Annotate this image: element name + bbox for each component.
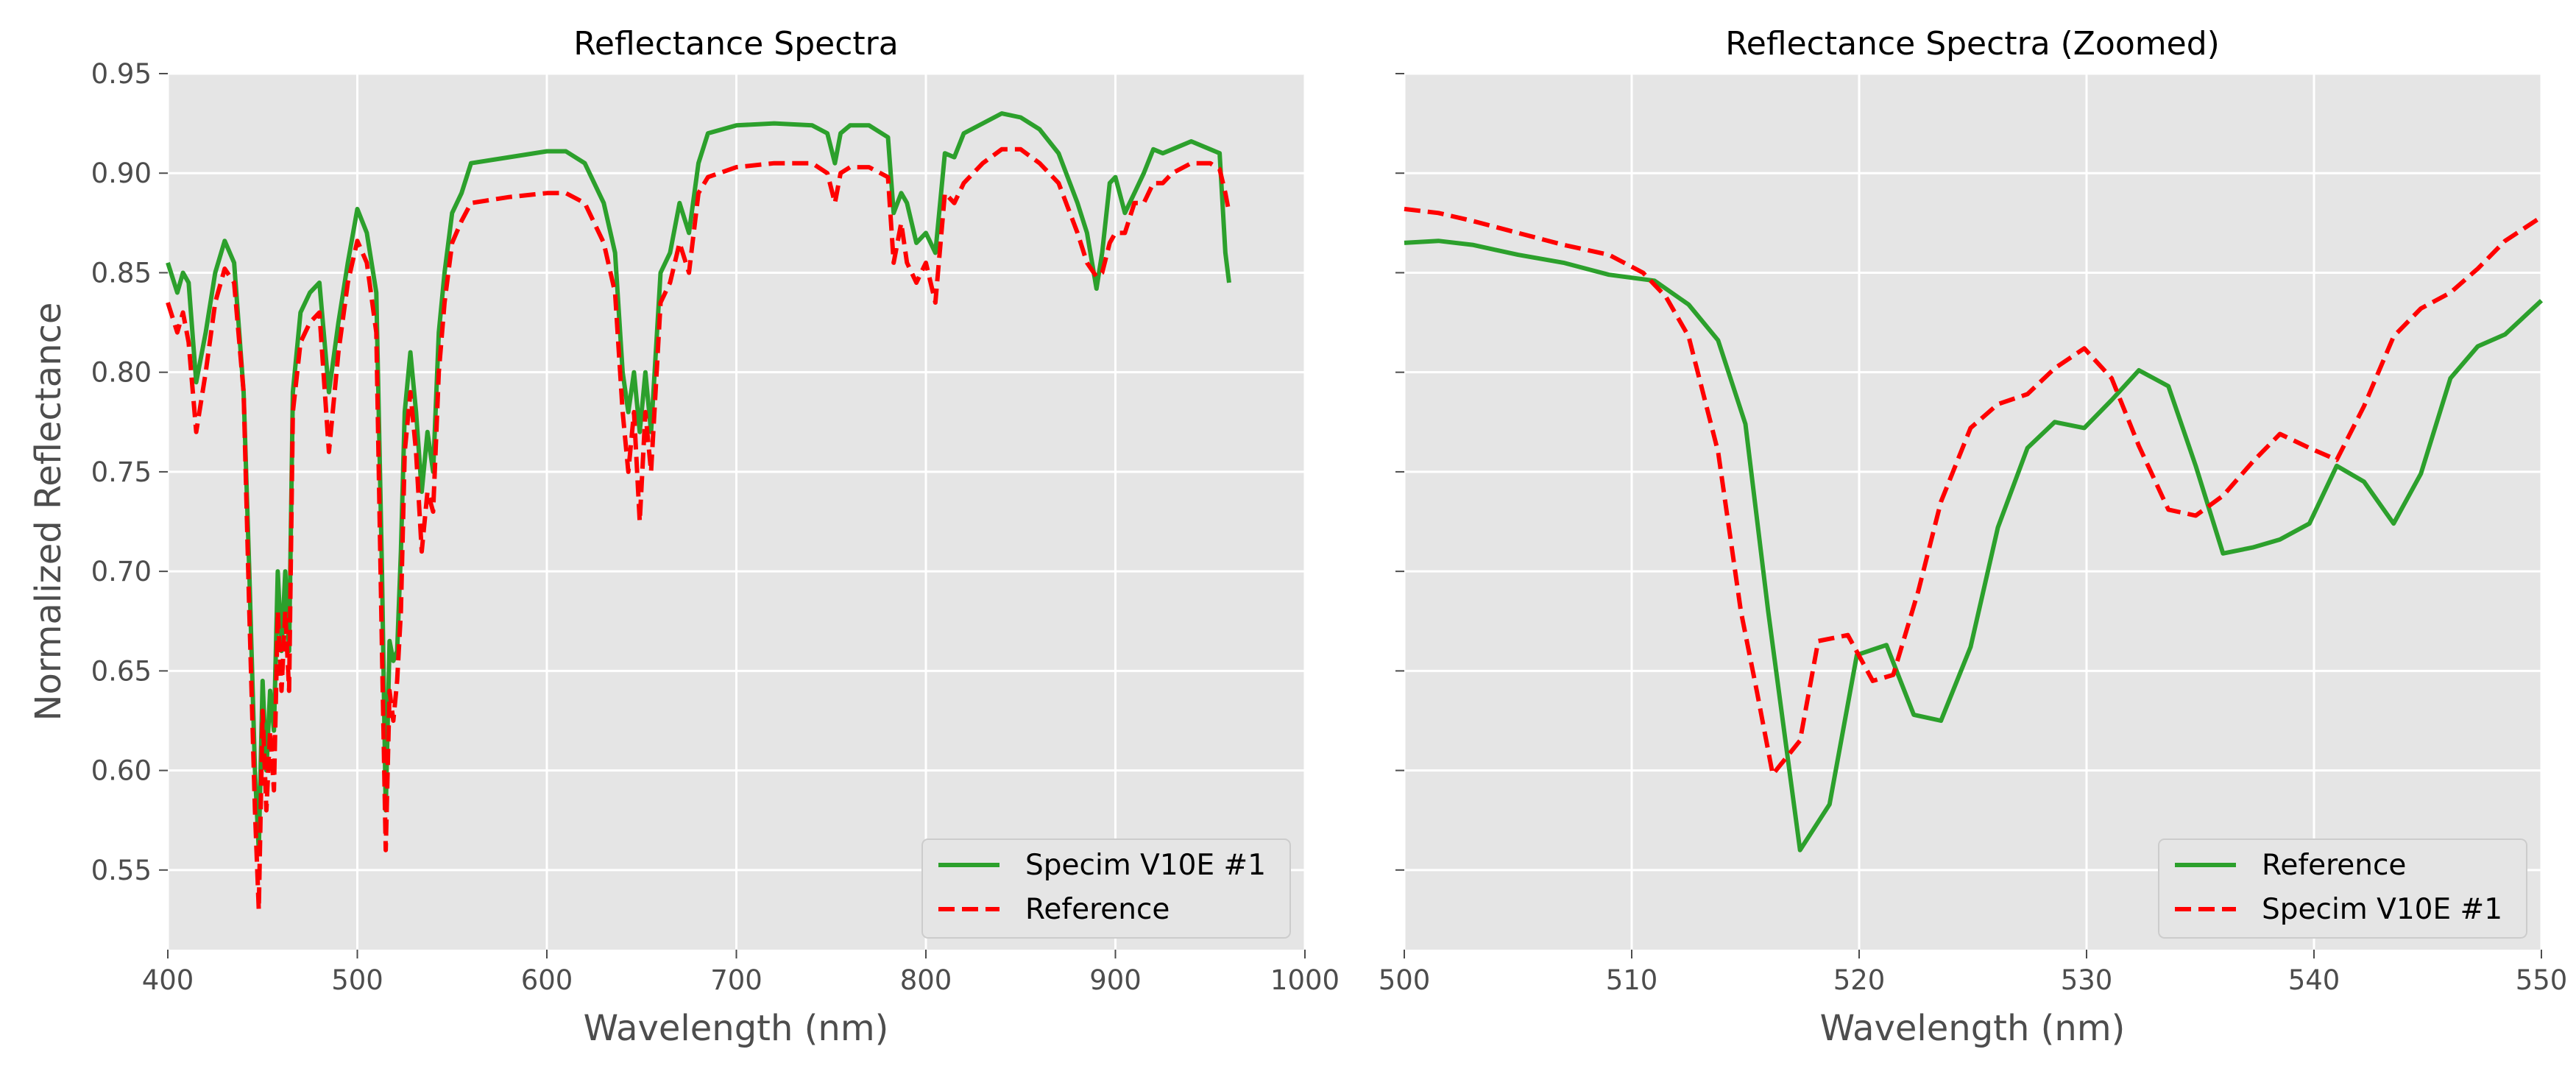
y-tick-label: 0.70 [91,556,152,587]
series-line-specim-v10e-1 [1404,206,2543,777]
right-chart-title: Reflectance Spectra (Zoomed) [1725,25,2220,63]
right-legend: Reference Specim V10E #1 [2158,838,2527,939]
x-tick-label: 500 [331,964,383,996]
y-tick-label: 0.85 [91,257,152,289]
right-series-lines [1404,206,2544,852]
left-chart-title: Reflectance Spectra [573,25,898,63]
x-tick-label: 900 [1089,964,1142,996]
x-tick-label: 510 [1606,964,1658,996]
left-y-axis-label: Normalized Reflectance [28,303,69,721]
series-line-reference [1404,239,2544,852]
right-legend-box [2158,838,2527,939]
x-tick-label: 530 [2061,964,2113,996]
left-x-axis-label: Wavelength (nm) [584,1008,889,1049]
left-legend-label-specim: Specim V10E #1 [1025,849,1266,882]
left-x-ticks: 400 500 600 700 800 900 1000 [142,950,1340,996]
y-tick-label: 0.90 [91,158,152,189]
series-line-specim-v10e-1 [166,111,1231,852]
y-tick-label: 0.80 [91,357,152,389]
right-legend-label-reference: Reference [2262,849,2406,882]
left-y-ticks: 0.55 0.60 0.65 0.70 0.75 0.80 0.85 0.90 0.95 [91,58,168,886]
right-plot-background [1404,74,2541,950]
left-legend-label-reference: Reference [1025,893,1170,926]
right-x-ticks: 500 510 520 530 540 550 [1379,950,2568,996]
x-tick-label: 1000 [1270,964,1340,996]
y-tick-label: 0.65 [91,655,152,687]
x-tick-label: 400 [142,964,194,996]
right-x-axis-label: Wavelength (nm) [1820,1008,2126,1049]
y-tick-label: 0.95 [91,58,152,90]
left-panel: 400 500 600 700 800 900 1000 0.550.600.650.700… [28,25,1340,1049]
x-tick-label: 540 [2288,964,2340,996]
x-tick-label: 520 [1833,964,1886,996]
x-tick-label: 600 [521,964,573,996]
y-tick-label: 0.75 [91,456,152,488]
right-y-ticks [1395,73,1404,871]
y-tick-label: 0.55 [91,855,152,886]
y-tick-label: 0.60 [91,755,152,787]
x-tick-label: 700 [710,964,762,996]
left-grid [166,72,1306,950]
left-legend-box [921,838,1291,939]
right-panel: 500 510 520 530 540 550 Reflectance Spectra (… [1379,25,2568,1049]
x-tick-label: 500 [1379,964,1431,996]
x-tick-label: 550 [2516,964,2568,996]
right-legend-label-specim: Specim V10E #1 [2262,893,2502,926]
series-line-reference [166,146,1231,912]
left-series-lines [166,111,1231,912]
x-tick-label: 800 [900,964,952,996]
left-legend: Specim V10E #1 Reference [921,838,1291,939]
